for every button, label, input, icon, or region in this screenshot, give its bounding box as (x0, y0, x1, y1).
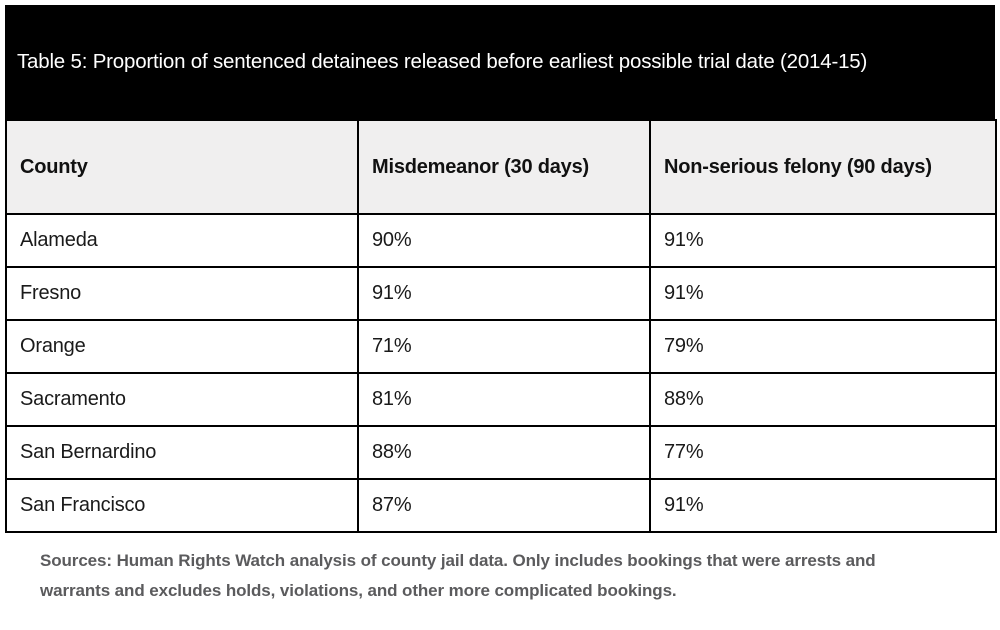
table-row: Sacramento 81% 88% (5, 372, 997, 427)
table-header: County Misdemeanor (30 days) Non-serious… (5, 119, 997, 215)
cell-felony: 79% (649, 319, 997, 374)
cell-misdemeanor: 91% (357, 266, 651, 321)
header-row: County Misdemeanor (30 days) Non-serious… (5, 119, 997, 215)
table-row: Orange 71% 79% (5, 319, 997, 374)
cell-felony: 91% (649, 213, 997, 268)
header-cell-felony: Non-serious felony (90 days) (649, 119, 997, 215)
header-cell-misdemeanor: Misdemeanor (30 days) (357, 119, 651, 215)
table-row: Fresno 91% 91% (5, 266, 997, 321)
cell-county: Fresno (5, 266, 359, 321)
cell-felony: 88% (649, 372, 997, 427)
table-row: San Bernardino 88% 77% (5, 425, 997, 480)
cell-misdemeanor: 71% (357, 319, 651, 374)
table-row: San Francisco 87% 91% (5, 478, 997, 533)
cell-felony: 77% (649, 425, 997, 480)
table-row: Alameda 90% 91% (5, 213, 997, 268)
sources-note: Sources: Human Rights Watch analysis of … (40, 551, 876, 600)
cell-felony: 91% (649, 478, 997, 533)
cell-misdemeanor: 81% (357, 372, 651, 427)
cell-county: San Bernardino (5, 425, 359, 480)
header-cell-county: County (5, 119, 359, 215)
table-title: Table 5: Proportion of sentenced detaine… (17, 49, 868, 73)
table-title-band: Table 5: Proportion of sentenced detaine… (5, 5, 995, 119)
data-table: County Misdemeanor (30 days) Non-serious… (5, 119, 997, 533)
cell-misdemeanor: 87% (357, 478, 651, 533)
cell-felony: 91% (649, 266, 997, 321)
cell-misdemeanor: 90% (357, 213, 651, 268)
cell-county: Alameda (5, 213, 359, 268)
cell-county: San Francisco (5, 478, 359, 533)
cell-county: Sacramento (5, 372, 359, 427)
cell-misdemeanor: 88% (357, 425, 651, 480)
table-body: Alameda 90% 91% Fresno 91% 91% Orange 71… (5, 213, 997, 533)
cell-county: Orange (5, 319, 359, 374)
